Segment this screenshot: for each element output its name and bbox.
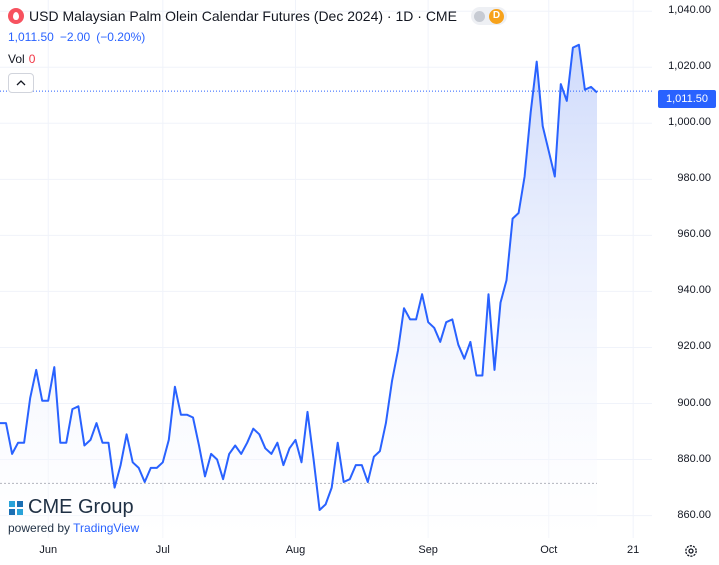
last-price-value: 1,011.50 (8, 30, 54, 44)
price-tick-label: 920.00 (677, 340, 711, 353)
brand-name: CME Group (28, 496, 134, 518)
change-value: −2.00 (59, 30, 91, 44)
time-tick-label: Sep (418, 544, 438, 556)
volume-legend: Vol 0 (8, 51, 507, 67)
delayed-badge: D (488, 8, 504, 24)
price-tick-label: 880.00 (677, 452, 711, 465)
price-tick-label: 960.00 (677, 228, 711, 241)
time-tick-label: Aug (285, 544, 306, 556)
price-tick-label: 900.00 (677, 396, 711, 409)
volume-value: 0 (28, 52, 36, 66)
cme-globe-icon (9, 500, 23, 515)
price-area (0, 44, 597, 539)
collapse-legend-button[interactable] (8, 73, 34, 93)
time-tick-label: Oct (540, 544, 558, 556)
price-tick-label: 1,000.00 (668, 116, 711, 129)
change-percent: (−0.20%) (96, 30, 146, 44)
price-tick-label: 940.00 (677, 284, 711, 297)
settings-gear-icon[interactable] (684, 544, 698, 558)
status-dot-icon (473, 10, 485, 22)
price-tick-label: 1,020.00 (668, 60, 711, 73)
time-tick-label: Jun (39, 544, 58, 556)
time-tick-label: 21 (627, 544, 640, 556)
price-tick-label: 860.00 (677, 508, 711, 521)
powered-by-text: powered by (8, 521, 71, 535)
price-line (0, 43, 598, 511)
market-status-pill[interactable]: D (470, 7, 507, 25)
symbol-logo-icon (8, 8, 24, 24)
volume-label: Vol (8, 52, 25, 66)
last-price-tag: 1,011.50 (658, 90, 716, 108)
tradingview-link[interactable]: TradingView (73, 521, 140, 535)
symbol-title[interactable]: USD Malaysian Palm Olein Calendar Future… (29, 8, 457, 24)
price-tick-label: 1,040.00 (668, 4, 711, 17)
brand-logo[interactable]: CME Group powered by TradingView (8, 496, 139, 535)
quote-values: 1,011.50 −2.00 (−0.20%) (8, 29, 507, 45)
chevron-up-icon (16, 80, 26, 86)
price-tick-label: 980.00 (677, 172, 711, 185)
chart-header: USD Malaysian Palm Olein Calendar Future… (8, 6, 507, 67)
time-tick-label: Jul (155, 544, 170, 556)
